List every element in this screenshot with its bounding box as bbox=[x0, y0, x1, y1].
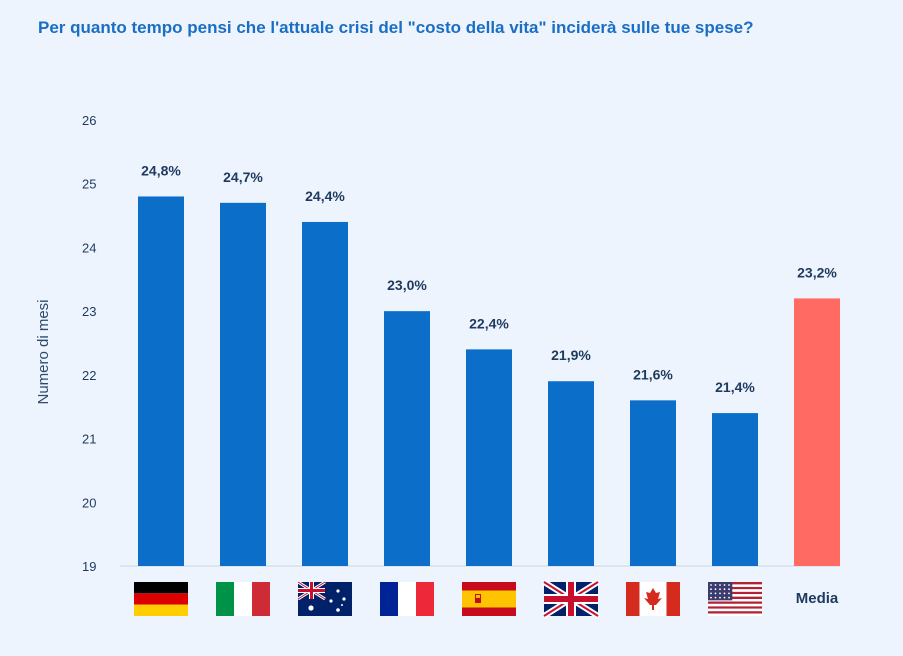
data-label: 22,4% bbox=[469, 315, 509, 331]
bar bbox=[220, 202, 266, 567]
category-label: Media bbox=[796, 590, 839, 607]
data-label: 21,6% bbox=[633, 366, 673, 382]
bar bbox=[138, 196, 184, 566]
italy-flag-icon bbox=[216, 582, 270, 616]
chart-title: Per quanto tempo pensi che l'attuale cri… bbox=[38, 18, 754, 37]
data-label: 24,8% bbox=[141, 162, 181, 178]
data-label: 23,0% bbox=[387, 277, 427, 293]
y-tick-label: 21 bbox=[82, 432, 96, 447]
y-tick-label: 20 bbox=[82, 495, 96, 510]
bar bbox=[384, 311, 430, 566]
data-label: 21,4% bbox=[715, 379, 755, 395]
y-tick-label: 25 bbox=[82, 177, 96, 192]
uk-flag-icon bbox=[542, 579, 600, 619]
germany-flag-icon bbox=[134, 582, 188, 616]
data-label: 24,4% bbox=[305, 188, 345, 204]
y-tick-label: 23 bbox=[82, 304, 96, 319]
france-flag-icon bbox=[380, 582, 434, 616]
bar bbox=[466, 349, 512, 566]
y-tick-label: 24 bbox=[82, 240, 96, 255]
bar bbox=[712, 413, 758, 566]
data-label: 23,2% bbox=[797, 264, 837, 280]
bar bbox=[794, 298, 840, 566]
usa-flag-icon bbox=[708, 582, 762, 616]
y-axis-label: Numero di mesi bbox=[35, 299, 52, 404]
bar bbox=[548, 381, 594, 566]
y-tick-label: 22 bbox=[82, 368, 96, 383]
y-tick-label: 19 bbox=[82, 559, 96, 574]
bar bbox=[630, 400, 676, 566]
y-tick-label: 26 bbox=[82, 113, 96, 128]
bar bbox=[302, 221, 348, 566]
spain-flag-icon bbox=[462, 582, 516, 616]
canada-flag-icon bbox=[626, 582, 680, 616]
australia-flag-icon bbox=[297, 580, 352, 616]
data-label: 24,7% bbox=[223, 169, 263, 185]
data-label: 21,9% bbox=[551, 347, 591, 363]
